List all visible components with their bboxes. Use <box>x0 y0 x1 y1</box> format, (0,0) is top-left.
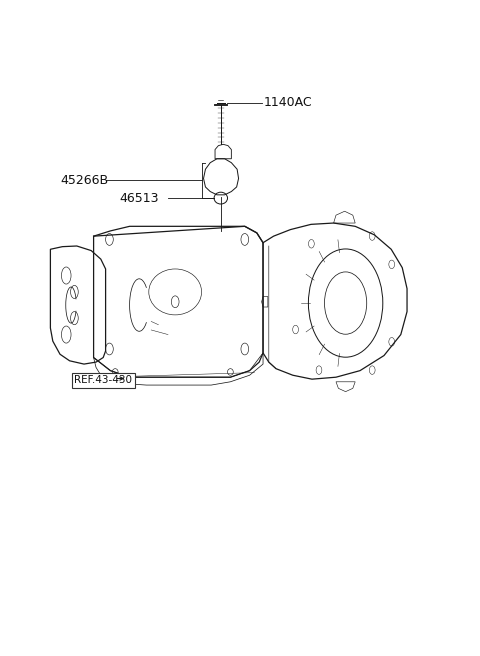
Text: 1140AC: 1140AC <box>264 96 312 110</box>
Text: 45266B: 45266B <box>60 174 108 187</box>
Text: 46513: 46513 <box>119 192 158 205</box>
Text: REF.43-430: REF.43-430 <box>74 375 132 386</box>
